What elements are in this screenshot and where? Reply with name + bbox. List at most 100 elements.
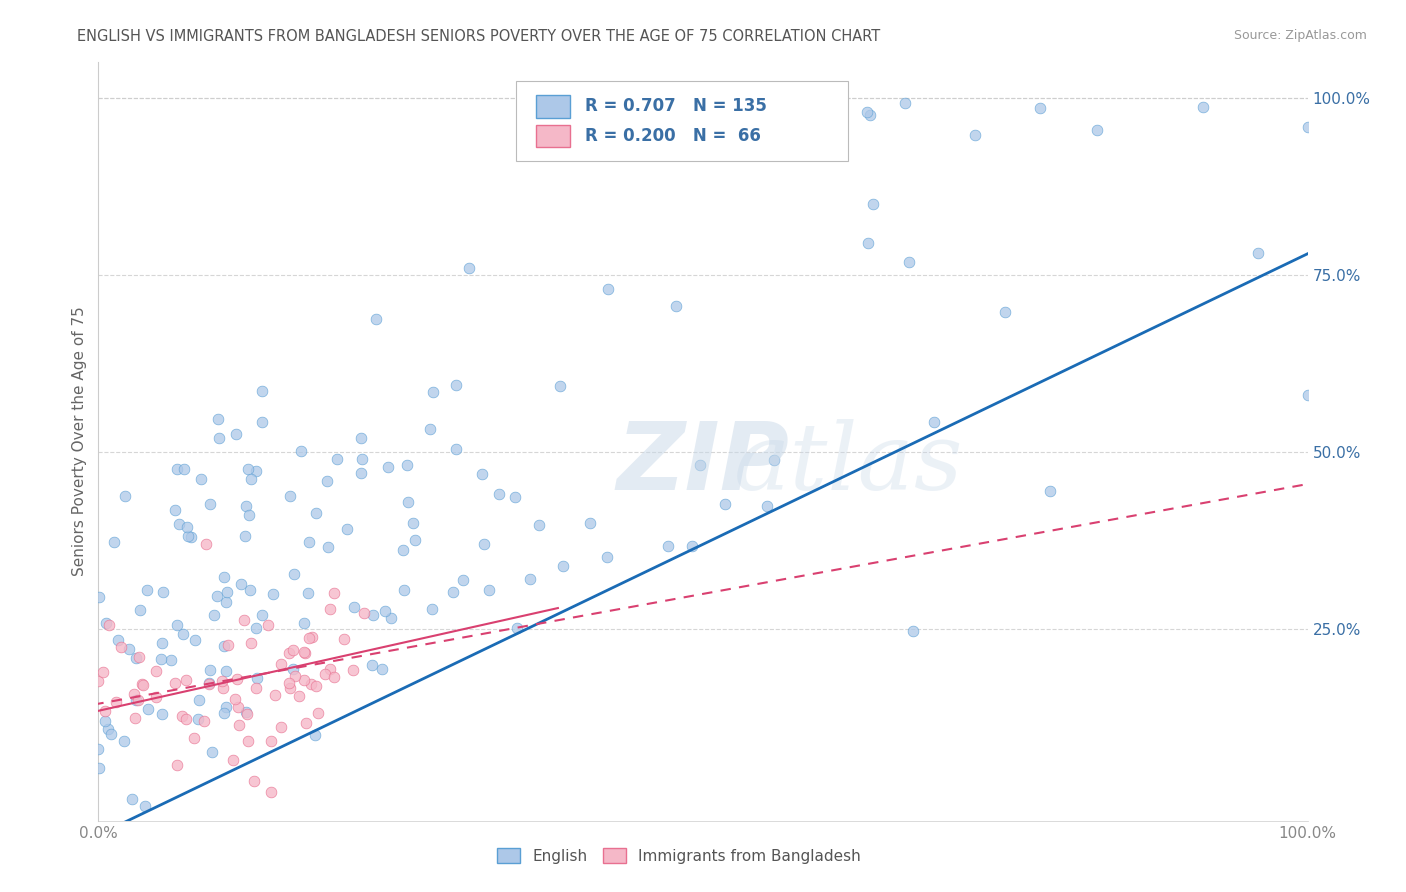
Point: [118, 642, 141, 657]
Point: [197, 675, 219, 690]
Point: [250, 607, 273, 622]
Point: [326, 452, 349, 467]
FancyBboxPatch shape: [536, 125, 569, 147]
Point: [250, 415, 273, 429]
Point: [301, 631, 323, 645]
Point: [121, 791, 143, 805]
Point: [665, 299, 688, 313]
Text: Source: ZipAtlas.com: Source: ZipAtlas.com: [1233, 29, 1367, 42]
Point: [193, 714, 215, 729]
Point: [283, 662, 305, 676]
Point: [762, 135, 785, 149]
Point: [124, 693, 146, 707]
Point: [174, 712, 197, 726]
Point: [114, 489, 136, 503]
Point: [444, 377, 467, 392]
Point: [183, 731, 205, 746]
Point: [202, 608, 225, 623]
Point: [553, 558, 575, 573]
Point: [184, 632, 207, 647]
Point: [350, 451, 373, 466]
Point: [100, 727, 122, 741]
Point: [856, 236, 879, 251]
Point: [342, 663, 364, 677]
Point: [228, 717, 250, 731]
Point: [236, 462, 259, 476]
Point: [235, 705, 257, 719]
Point: [180, 530, 202, 544]
Point: [215, 595, 238, 609]
Point: [283, 566, 305, 581]
Point: [250, 384, 273, 398]
Point: [825, 123, 848, 137]
Point: [245, 621, 267, 635]
Point: [233, 529, 256, 543]
Point: [323, 670, 346, 684]
Point: [263, 689, 285, 703]
Point: [176, 519, 198, 533]
Text: ZIP: ZIP: [617, 418, 789, 510]
Point: [418, 421, 440, 435]
Point: [963, 128, 986, 143]
Point: [350, 431, 373, 445]
Point: [657, 539, 679, 553]
Point: [257, 618, 280, 632]
Point: [350, 466, 373, 480]
Point: [529, 518, 551, 533]
Point: [1296, 120, 1319, 135]
Point: [166, 618, 188, 632]
Point: [103, 535, 125, 549]
Point: [172, 627, 194, 641]
Point: [132, 678, 155, 692]
Point: [208, 431, 231, 445]
Point: [166, 462, 188, 476]
Point: [315, 474, 337, 488]
Point: [270, 657, 292, 671]
Point: [110, 640, 132, 654]
Point: [114, 734, 136, 748]
Point: [478, 583, 501, 598]
Point: [262, 587, 284, 601]
Point: [336, 522, 359, 536]
Point: [238, 508, 260, 522]
Point: [298, 534, 321, 549]
Point: [859, 108, 882, 122]
Point: [598, 282, 620, 296]
FancyBboxPatch shape: [516, 81, 848, 161]
Point: [226, 700, 249, 714]
Point: [145, 690, 167, 704]
Point: [235, 499, 257, 513]
Point: [149, 651, 172, 665]
Point: [198, 677, 221, 691]
Point: [903, 624, 925, 638]
Point: [396, 458, 419, 473]
Point: [136, 702, 159, 716]
Point: [314, 667, 336, 681]
Point: [134, 799, 156, 814]
Point: [366, 311, 388, 326]
Point: [212, 681, 235, 695]
Point: [363, 608, 385, 623]
Point: [353, 606, 375, 620]
Point: [239, 582, 262, 597]
Point: [278, 646, 301, 660]
Point: [124, 711, 146, 725]
Point: [332, 632, 354, 646]
Point: [304, 506, 326, 520]
Point: [471, 467, 494, 482]
Point: [825, 137, 848, 152]
Point: [246, 671, 269, 685]
Point: [217, 638, 239, 652]
Point: [371, 662, 394, 676]
Point: [195, 537, 218, 551]
Point: [290, 443, 312, 458]
Point: [222, 753, 245, 767]
Point: [823, 111, 845, 125]
Point: [207, 412, 229, 426]
Point: [420, 602, 443, 616]
Point: [131, 677, 153, 691]
Point: [243, 774, 266, 789]
Point: [211, 673, 233, 688]
Point: [278, 681, 301, 696]
Point: [402, 516, 425, 530]
